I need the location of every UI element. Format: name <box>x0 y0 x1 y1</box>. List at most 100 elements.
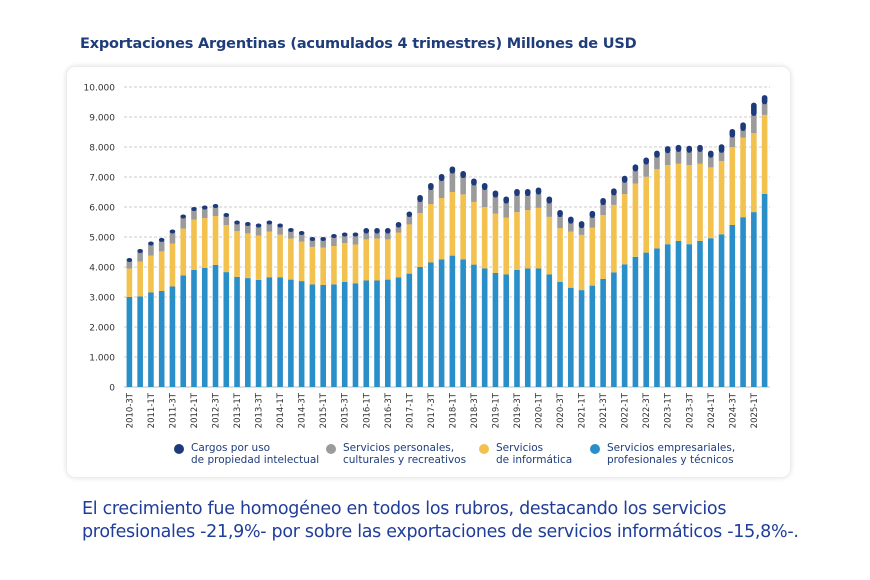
bar-segment <box>384 232 391 240</box>
bar-segment <box>546 196 553 204</box>
bar-segment <box>331 234 337 238</box>
legend-label: Servicios personales, culturales y recre… <box>343 442 467 466</box>
bar-segment <box>331 284 337 387</box>
bar-segment <box>503 274 510 387</box>
bar-segment <box>169 232 176 244</box>
y-tick-label: 5.000 <box>89 234 115 244</box>
bar-segment <box>352 232 359 237</box>
bar-segment <box>632 170 639 184</box>
bar-segment <box>740 129 746 138</box>
legend-marker-icon <box>479 444 489 454</box>
bar-segment <box>707 167 714 239</box>
bar-segment <box>180 217 187 229</box>
bar-segment <box>428 262 434 387</box>
x-tick-label: 2020-1T <box>535 392 545 428</box>
bar-segment <box>428 204 434 263</box>
bar-segment <box>395 277 402 387</box>
bar-segment <box>718 234 725 387</box>
bar-segment <box>406 273 413 387</box>
bar-segment <box>158 240 165 252</box>
bar-segment <box>578 234 585 291</box>
bar-segment <box>352 283 359 387</box>
bar-segment <box>481 189 488 207</box>
x-tick-label: 2010-3T <box>125 392 135 428</box>
bar-segment <box>524 268 531 387</box>
legend-label: Servicios empresariales, profesionales y… <box>607 442 736 466</box>
bar-segment <box>148 255 154 293</box>
bar-segment <box>481 207 488 269</box>
bar-segment <box>320 237 326 241</box>
bar-segment <box>201 205 208 210</box>
bar-segment <box>589 285 596 387</box>
y-tick-label: 7.000 <box>89 174 115 184</box>
bar-segment <box>740 137 746 218</box>
y-tick-label: 0 <box>109 384 115 394</box>
y-tick-label: 6.000 <box>89 204 115 214</box>
bar-segment <box>675 150 682 164</box>
x-tick-label: 2024-1T <box>707 392 717 428</box>
bar-segment <box>245 222 251 226</box>
bar-segment <box>568 216 574 224</box>
bar-segment <box>643 157 649 165</box>
bar-segment <box>309 240 316 247</box>
bar-segment <box>245 233 251 279</box>
bar-segment <box>438 174 445 181</box>
bar-segment <box>137 261 143 297</box>
legend-marker-icon <box>174 444 184 454</box>
x-tick-label: 2019-1T <box>491 392 501 428</box>
bar-segment <box>611 188 617 196</box>
bar-segment <box>266 223 273 232</box>
x-tick-label: 2013-3T <box>255 392 265 428</box>
bar-segment <box>600 204 606 216</box>
bar-segment <box>191 210 197 220</box>
bar-segment <box>492 196 499 214</box>
bar-segment <box>309 237 316 241</box>
bar-segment <box>255 279 262 387</box>
bar-segment <box>471 201 477 265</box>
bar-segment <box>718 144 725 153</box>
bar-segment <box>589 210 596 218</box>
bar-segment <box>600 198 606 205</box>
bar-segment <box>126 258 133 262</box>
bar-segment <box>611 204 617 273</box>
bar-segment <box>277 277 283 387</box>
legend-label: Servicios de informática <box>496 442 573 466</box>
x-tick-label: 2020-3T <box>556 392 566 428</box>
y-tick-label: 10.000 <box>84 84 116 94</box>
bar-segment <box>503 196 510 204</box>
bar-segment <box>621 264 628 387</box>
bar-segment <box>137 249 143 253</box>
bar-segment <box>223 225 230 273</box>
bar-segment <box>686 145 693 153</box>
bar-segment <box>729 225 736 387</box>
legend-marker-icon <box>326 444 336 454</box>
bar-segment <box>417 195 423 202</box>
bar-segment <box>654 150 660 158</box>
bar-segment <box>309 284 316 387</box>
x-tick-label: 2014-1T <box>276 392 286 428</box>
bar-segment <box>481 268 488 387</box>
x-tick-label: 2021-3T <box>599 392 609 428</box>
bar-segment <box>406 224 413 274</box>
bar-segment <box>331 237 337 246</box>
bar-segment <box>751 212 757 387</box>
bar-segment <box>428 183 434 190</box>
bar-segment <box>535 193 542 208</box>
y-tick-label: 3.000 <box>89 294 115 304</box>
bar-segment <box>234 220 240 225</box>
bar-segment <box>245 225 251 234</box>
bar-segment <box>169 229 176 234</box>
bar-segment <box>320 247 326 285</box>
bar-segment <box>535 207 542 269</box>
bar-segment <box>632 164 639 172</box>
legend: Cargos por uso de propiedad intelectual S… <box>0 442 870 476</box>
bar-segment <box>449 192 456 256</box>
bar-segment <box>740 217 746 387</box>
bar-segment <box>137 296 143 387</box>
bar-segment <box>481 183 488 190</box>
x-tick-label: 2011-3T <box>168 392 178 428</box>
bar-segment <box>761 114 768 194</box>
bar-segment <box>395 232 402 278</box>
bar-segment <box>320 285 326 387</box>
